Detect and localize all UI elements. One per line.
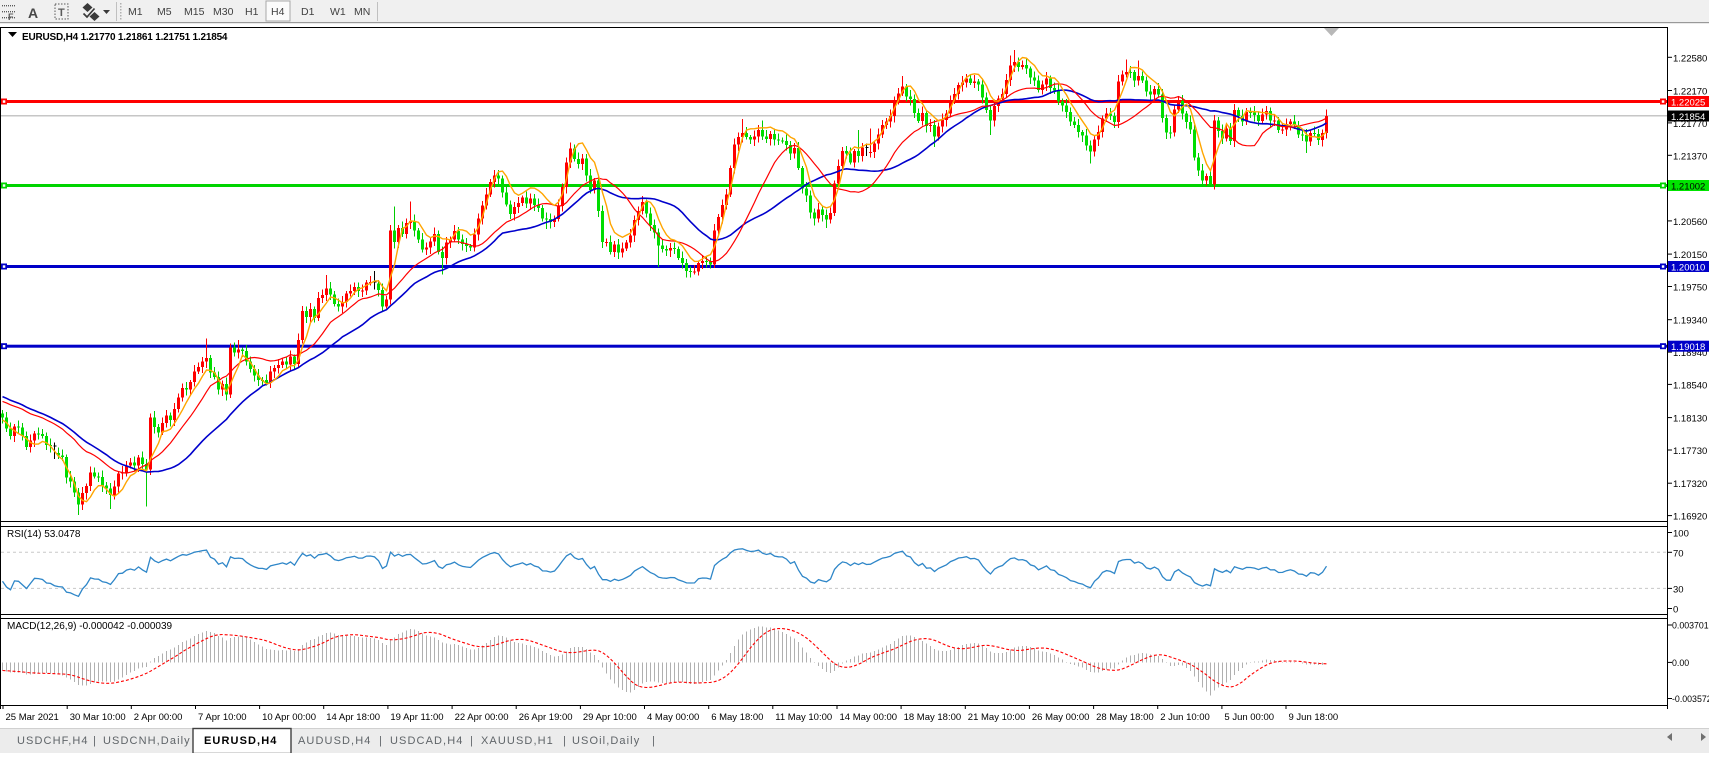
svg-text:11 May 10:00: 11 May 10:00	[775, 712, 832, 723]
svg-text:1.18940: 1.18940	[1673, 348, 1707, 359]
svg-text:XAUUSD,H1: XAUUSD,H1	[481, 735, 554, 747]
svg-text:1.18130: 1.18130	[1673, 414, 1707, 425]
svg-text:19 Apr 11:00: 19 Apr 11:00	[390, 712, 443, 723]
svg-text:1.17320: 1.17320	[1673, 479, 1707, 490]
svg-text:0: 0	[1673, 605, 1678, 616]
svg-text:W1: W1	[330, 6, 346, 18]
svg-text:1.19340: 1.19340	[1673, 316, 1707, 327]
svg-text:|: |	[93, 735, 96, 747]
svg-text:|: |	[470, 735, 473, 747]
svg-text:28 May 18:00: 28 May 18:00	[1096, 712, 1154, 723]
svg-text:0.003701: 0.003701	[1672, 621, 1709, 631]
svg-text:1.21370: 1.21370	[1673, 151, 1707, 162]
svg-text:M30: M30	[213, 6, 234, 18]
svg-text:RSI(14) 53.0478: RSI(14) 53.0478	[7, 529, 81, 540]
svg-text:25 Mar 2021: 25 Mar 2021	[6, 712, 59, 723]
svg-text:M15: M15	[184, 6, 205, 18]
svg-text:0.00: 0.00	[1672, 658, 1689, 668]
svg-text:T: T	[58, 7, 65, 19]
svg-text:1.18540: 1.18540	[1673, 380, 1707, 391]
svg-text:1.21854: 1.21854	[1671, 112, 1705, 123]
svg-text:1.16920: 1.16920	[1673, 512, 1707, 523]
svg-text:18 May 18:00: 18 May 18:00	[904, 712, 962, 723]
svg-text:USDCNH,Daily: USDCNH,Daily	[103, 735, 191, 747]
svg-text:USOil,Daily: USOil,Daily	[572, 735, 640, 747]
svg-text:21 May 10:00: 21 May 10:00	[968, 712, 1026, 723]
svg-text:26 May 00:00: 26 May 00:00	[1032, 712, 1090, 723]
svg-text:USDCHF,H4: USDCHF,H4	[17, 735, 89, 747]
svg-text:10 Apr 00:00: 10 Apr 00:00	[262, 712, 316, 723]
svg-text:1.21002: 1.21002	[1671, 182, 1705, 193]
svg-text:30 Mar 10:00: 30 Mar 10:00	[70, 712, 126, 723]
svg-text:MACD(12,26,9) -0.000042 -0.000: MACD(12,26,9) -0.000042 -0.000039	[7, 621, 173, 632]
svg-text:M5: M5	[157, 6, 172, 18]
svg-text:H4: H4	[271, 6, 285, 18]
svg-text:|: |	[563, 735, 566, 747]
svg-text:9 Jun 18:00: 9 Jun 18:00	[1289, 712, 1339, 723]
svg-text:1.22170: 1.22170	[1673, 87, 1707, 98]
svg-text:EURUSD,H4: EURUSD,H4	[204, 735, 277, 747]
svg-text:14 Apr 18:00: 14 Apr 18:00	[326, 712, 380, 723]
svg-text:D1: D1	[301, 6, 315, 18]
svg-text:USDCAD,H4: USDCAD,H4	[390, 735, 463, 747]
svg-text:22 Apr 00:00: 22 Apr 00:00	[455, 712, 509, 723]
svg-text:-0.003572: -0.003572	[1672, 694, 1709, 704]
svg-text:100: 100	[1673, 529, 1689, 540]
svg-text:F: F	[8, 12, 14, 22]
svg-text:30: 30	[1673, 584, 1684, 595]
svg-text:1.19018: 1.19018	[1671, 342, 1705, 353]
svg-text:H1: H1	[245, 6, 259, 18]
svg-text:1.21770: 1.21770	[1673, 119, 1707, 130]
svg-text:|: |	[379, 735, 382, 747]
svg-text:1.22580: 1.22580	[1673, 53, 1707, 64]
svg-text:29 Apr 10:00: 29 Apr 10:00	[583, 712, 637, 723]
svg-text:2 Apr 00:00: 2 Apr 00:00	[134, 712, 183, 723]
svg-text:M1: M1	[128, 6, 143, 18]
svg-text:MN: MN	[354, 6, 370, 18]
svg-text:2 Jun 10:00: 2 Jun 10:00	[1160, 712, 1210, 723]
svg-text:EURUSD,H4 1.21770 1.21861 1.2: EURUSD,H4 1.21770 1.21861 1.21751 1.2185…	[22, 32, 228, 43]
svg-text:4 May 00:00: 4 May 00:00	[647, 712, 699, 723]
svg-text:1.17730: 1.17730	[1673, 446, 1707, 457]
svg-text:26 Apr 19:00: 26 Apr 19:00	[519, 712, 573, 723]
svg-text:1.20560: 1.20560	[1673, 217, 1707, 228]
svg-text:|: |	[652, 735, 655, 747]
svg-text:6 May 18:00: 6 May 18:00	[711, 712, 763, 723]
svg-text:14 May 00:00: 14 May 00:00	[840, 712, 898, 723]
svg-text:AUDUSD,H4: AUDUSD,H4	[298, 735, 371, 747]
svg-text:5 Jun 00:00: 5 Jun 00:00	[1224, 712, 1274, 723]
svg-text:1.19750: 1.19750	[1673, 283, 1707, 294]
svg-text:7 Apr 10:00: 7 Apr 10:00	[198, 712, 247, 723]
svg-text:1.20150: 1.20150	[1673, 250, 1707, 261]
svg-text:70: 70	[1673, 548, 1684, 559]
svg-text:A: A	[28, 5, 38, 21]
svg-text:1.22025: 1.22025	[1671, 98, 1705, 109]
svg-text:1.20010: 1.20010	[1671, 263, 1705, 274]
